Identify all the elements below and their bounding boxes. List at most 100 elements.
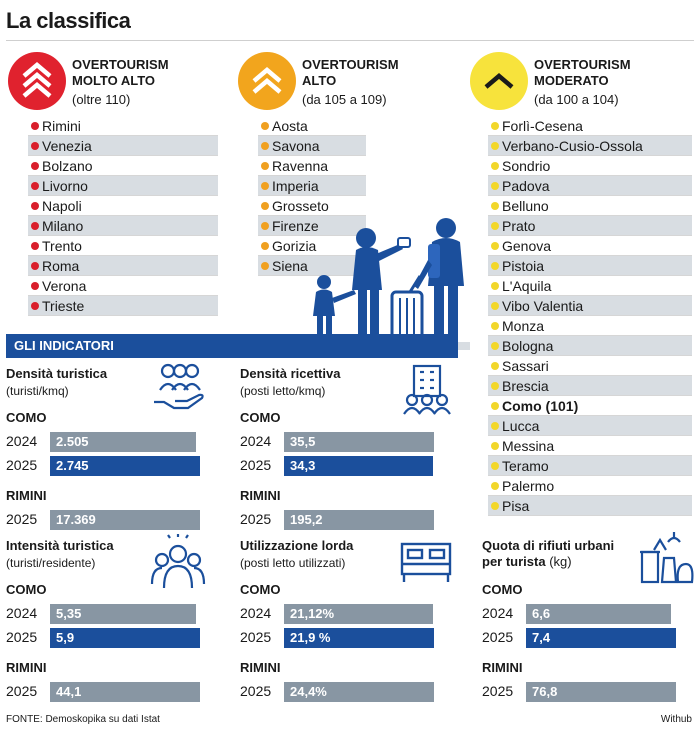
bullet-dot-icon [491, 442, 499, 450]
bed-icon [400, 542, 452, 582]
list-item: Venezia [28, 136, 218, 156]
bullet-dot-icon [261, 242, 269, 250]
list-item: Lucca [488, 416, 692, 436]
bar-2024: 21,12% [284, 604, 433, 624]
year-label: 2025 [6, 457, 38, 473]
list-item: Bolzano [28, 156, 218, 176]
year-label: 2024 [6, 433, 38, 449]
list-item: Aosta [258, 116, 366, 136]
indicators-header: GLI INDICATORI [6, 334, 458, 358]
bullet-dot-icon [491, 242, 499, 250]
city-label: COMO [240, 410, 281, 425]
list-item: Siena [258, 256, 366, 276]
city-name: Ravenna [272, 158, 329, 174]
year-label: 2024 [6, 605, 38, 621]
indicator-subtitle: (posti letto/kmq) [240, 384, 326, 398]
bullet-dot-icon [491, 162, 499, 170]
city-name: Padova [502, 178, 550, 194]
list-item: Bologna [488, 336, 692, 356]
bullet-dot-icon [31, 122, 39, 130]
bullet-dot-icon [491, 482, 499, 490]
city-list-alto: Aosta Savona Ravenna Imperia Grosseto Firenze… [258, 116, 366, 276]
year-label: 2025 [6, 629, 38, 645]
bullet-dot-icon [491, 462, 499, 470]
list-item: Messina [488, 436, 692, 456]
city-name: Sondrio [502, 158, 551, 174]
city-label: COMO [240, 582, 281, 597]
bar-rimini: 44,1 [50, 682, 200, 702]
category-label: OVERTOURISM [72, 57, 169, 72]
city-name: Sassari [502, 358, 549, 374]
bar-value: 6,6 [532, 606, 551, 621]
bullet-dot-icon [31, 142, 39, 150]
bar-2025: 34,3 [284, 456, 433, 476]
bullet-dot-icon [31, 282, 39, 290]
page-title: La classifica [6, 8, 131, 33]
bullet-dot-icon [31, 302, 39, 310]
bar-rimini: 17.369 [50, 510, 200, 530]
category-range: (da 100 a 104) [534, 92, 619, 107]
bar-value: 2.505 [56, 434, 89, 449]
city-name: Trento [42, 238, 82, 254]
indicator-rifiuti-urbani: Quota di rifiuti urbani per turista (kg) C… [482, 538, 694, 702]
list-item: Pistoia [488, 256, 692, 276]
list-item: Ravenna [258, 156, 366, 176]
list-item: Verbano-Cusio-Ossola [488, 136, 692, 156]
category-range: (oltre 110) [72, 92, 131, 107]
list-item: Prato [488, 216, 692, 236]
title-divider [6, 40, 694, 41]
indicator-subtitle: (turisti/residente) [6, 556, 96, 570]
bullet-dot-icon [31, 182, 39, 190]
bar-2024: 6,6 [526, 604, 671, 624]
list-item: Sassari [488, 356, 692, 376]
city-list-moderato: Forlì-Cesena Verbano-Cusio-Ossola Sondrio P… [488, 116, 692, 516]
city-name: Imperia [272, 178, 319, 194]
bullet-dot-icon [491, 182, 499, 190]
credit: Withub [660, 714, 692, 725]
bullet-dot-icon [261, 182, 269, 190]
city-name: Monza [502, 318, 545, 334]
year-label: 2025 [240, 683, 272, 699]
bullet-dot-icon [261, 202, 269, 210]
bar-value: 21,12% [290, 606, 335, 621]
waste-bins-icon [640, 532, 694, 584]
year-label: 2025 [240, 457, 272, 473]
list-item: Brescia [488, 376, 692, 396]
bar-value: 34,3 [290, 458, 316, 473]
list-item: Monza [488, 316, 692, 336]
indicator-title-part: per turista [482, 554, 546, 569]
category-level: MODERATO [534, 73, 609, 88]
year-label: 2024 [240, 433, 272, 449]
city-name: Pisa [502, 498, 530, 514]
bullet-dot-icon [491, 122, 499, 130]
bullet-dot-icon [491, 502, 499, 510]
indicator-title-line: per turista (kg) [482, 554, 614, 570]
list-item: Rimini [28, 116, 218, 136]
bar-2025: 7,4 [526, 628, 676, 648]
bullet-dot-icon [491, 402, 499, 410]
bullet-dot-icon [31, 162, 39, 170]
city-name: Venezia [42, 138, 92, 154]
category-level: MOLTO ALTO [72, 73, 156, 88]
indicator-title: Densità ricettiva [240, 366, 341, 381]
list-item: Verona [28, 276, 218, 296]
category-label: OVERTOURISM [302, 57, 399, 72]
city-name: Siena [272, 258, 308, 274]
list-item: Roma [28, 256, 218, 276]
city-name: Savona [272, 138, 320, 154]
list-item: Livorno [28, 176, 218, 196]
category-level: ALTO [302, 73, 337, 88]
indicator-densita-turistica: Densità turistica (turisti/kmq) COMO 2024 2.… [6, 366, 206, 530]
chevron-double-icon [238, 52, 296, 110]
bar-rimini: 24,4% [284, 682, 434, 702]
city-name: Gorizia [272, 238, 317, 254]
year-label: 2025 [482, 683, 514, 699]
bar-2025: 5,9 [50, 628, 200, 648]
city-label: COMO [482, 582, 523, 597]
list-item: Milano [28, 216, 218, 236]
bar-2024: 35,5 [284, 432, 434, 452]
city-name: Napoli [42, 198, 82, 214]
bar-value: 2.745 [56, 458, 89, 473]
list-item: Teramo [488, 456, 692, 476]
bullet-dot-icon [491, 302, 499, 310]
